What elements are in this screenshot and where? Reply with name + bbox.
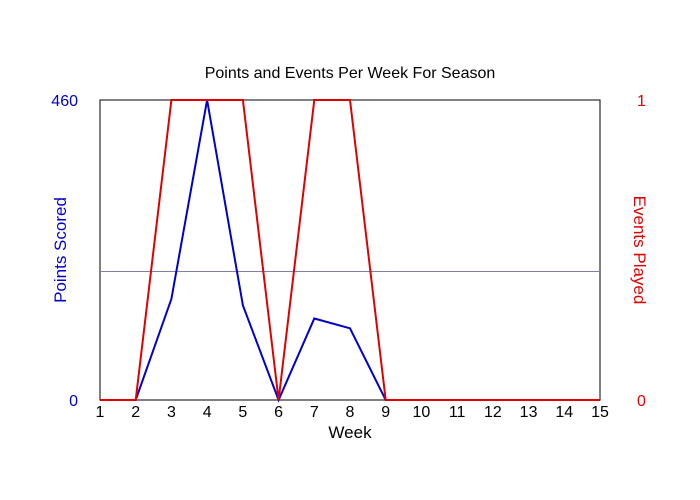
events-played-series-line: [100, 99, 600, 401]
x-tick-label: 13: [520, 404, 538, 421]
right-axis-label: Events Played: [630, 196, 649, 305]
x-tick-label: 12: [484, 404, 502, 421]
x-tick-label: 10: [413, 404, 431, 421]
x-tick-label: 3: [167, 404, 176, 421]
plot-frame: [99, 99, 601, 401]
x-tick-label: 5: [238, 404, 247, 421]
left-y-tick-label: 460: [51, 93, 78, 110]
right-y-tick-label: 0: [637, 393, 646, 410]
x-tick-label: 9: [381, 404, 390, 421]
right-y-tick-label: 1: [637, 93, 646, 110]
x-tick-label: 14: [555, 404, 573, 421]
x-tick-labels: 1 2 3 4 5 6 7 8 9 10 11 12 13 14 15: [96, 404, 609, 421]
x-axis-label: Week: [328, 423, 372, 442]
chart-title: Points and Events Per Week For Season: [205, 65, 496, 82]
left-y-tick-label: 0: [69, 393, 78, 410]
series-group: [99, 99, 601, 403]
y-tick-labels: 0 460 0 1: [51, 93, 646, 410]
x-tick-label: 7: [310, 404, 319, 421]
points-scored-series-line: [100, 99, 600, 403]
x-tick-label: 2: [131, 404, 140, 421]
left-axis-label: Points Scored: [51, 197, 70, 303]
x-tick-label: 1: [96, 404, 105, 421]
x-tick-label: 4: [203, 404, 212, 421]
x-tick-label: 8: [346, 404, 355, 421]
x-tick-label: 11: [449, 404, 466, 421]
x-tick-label: 6: [274, 404, 283, 421]
x-tick-label: 15: [591, 404, 609, 421]
